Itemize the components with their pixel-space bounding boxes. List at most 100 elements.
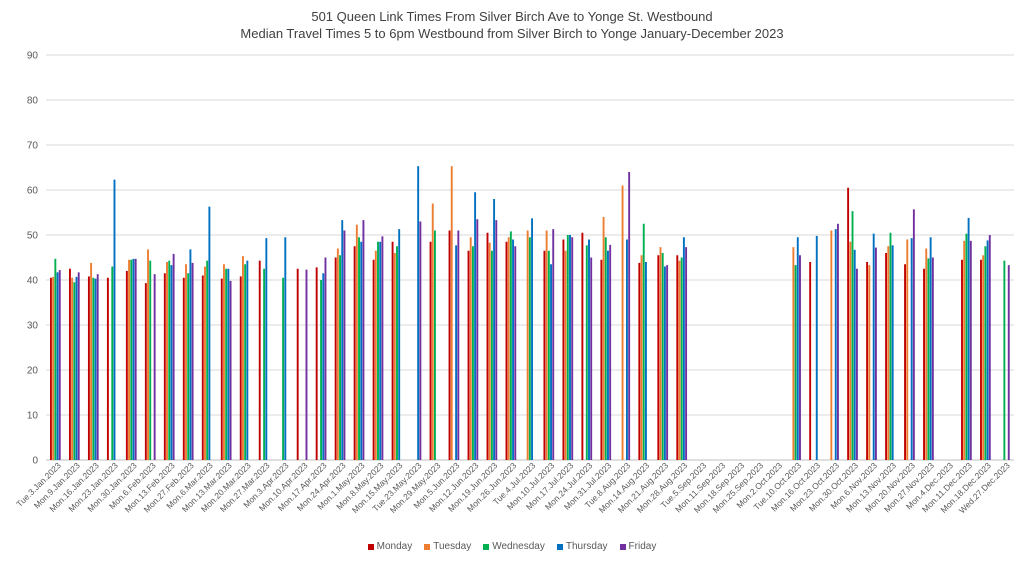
bar-tuesday <box>52 277 54 460</box>
bar-monday <box>506 242 508 460</box>
bar-thursday <box>835 229 837 460</box>
y-tick-label: 0 <box>32 456 38 467</box>
bar-tuesday <box>223 264 225 460</box>
bar-thursday <box>911 238 913 460</box>
bar-tuesday <box>432 204 434 461</box>
bar-tuesday <box>660 247 662 460</box>
legend-label: Wednesday <box>492 541 545 552</box>
bar-wednesday <box>396 246 398 460</box>
legend-swatch <box>368 544 374 550</box>
bar-tuesday <box>982 255 984 460</box>
legend-label: Friday <box>629 541 657 552</box>
bar-tuesday <box>792 247 794 460</box>
bar-friday <box>552 229 554 460</box>
legend-swatch <box>424 544 430 550</box>
bar-monday <box>581 233 583 460</box>
bar-wednesday <box>130 260 132 460</box>
bar-tuesday <box>204 267 206 461</box>
bar-thursday <box>57 272 59 460</box>
bar-thursday <box>664 267 666 461</box>
bar-tuesday <box>489 243 491 460</box>
bar-monday <box>335 258 337 461</box>
bar-tuesday <box>90 263 92 460</box>
bar-tuesday <box>451 166 453 460</box>
bar-monday <box>221 279 223 460</box>
bar-thursday <box>892 245 894 460</box>
bar-wednesday <box>149 261 151 460</box>
bar-thursday <box>987 240 989 460</box>
bar-tuesday <box>185 264 187 460</box>
bar-thursday <box>208 207 210 460</box>
legend: Monday Tuesday Wednesday Thursday Friday <box>0 541 1024 552</box>
bar-wednesday <box>890 233 892 460</box>
bar-wednesday <box>92 278 94 460</box>
bar-monday <box>980 260 982 460</box>
bar-friday <box>457 231 459 461</box>
bar-friday <box>837 224 839 460</box>
bar-monday <box>866 262 868 460</box>
bar-tuesday <box>830 231 832 461</box>
y-tick-label: 50 <box>27 231 39 242</box>
bar-friday <box>173 254 175 460</box>
bar-thursday <box>797 237 799 460</box>
legend-swatch <box>483 544 489 550</box>
bar-monday <box>202 276 204 461</box>
bar-thursday <box>645 262 647 460</box>
bar-wednesday <box>282 278 284 460</box>
bar-wednesday <box>586 245 588 460</box>
bar-friday <box>495 220 497 460</box>
bar-friday <box>78 272 80 460</box>
bar-friday <box>362 220 364 460</box>
bar-friday <box>514 246 516 460</box>
bar-monday <box>923 269 925 460</box>
bar-tuesday <box>470 237 472 460</box>
bar-monday <box>354 246 356 460</box>
bar-friday <box>1008 265 1010 460</box>
bar-thursday <box>114 180 116 460</box>
bar-monday <box>600 260 602 460</box>
bar-tuesday <box>508 237 510 460</box>
y-tick-label: 20 <box>27 366 39 377</box>
bar-friday <box>913 209 915 460</box>
bar-friday <box>306 270 308 460</box>
bar-monday <box>468 251 470 460</box>
legend-label: Thursday <box>566 541 608 552</box>
bar-thursday <box>95 279 97 460</box>
legend-label: Monday <box>377 541 413 552</box>
bar-wednesday <box>852 211 854 460</box>
bar-monday <box>449 231 451 461</box>
bar-wednesday <box>225 269 227 460</box>
bar-thursday <box>550 264 552 460</box>
bar-tuesday <box>868 265 870 460</box>
bar-tuesday <box>849 242 851 460</box>
bar-monday <box>847 188 849 460</box>
bar-friday <box>154 274 156 460</box>
bar-friday <box>419 222 421 461</box>
bar-monday <box>543 251 545 460</box>
bar-tuesday <box>887 246 889 460</box>
bar-wednesday <box>927 258 929 460</box>
y-tick-label: 10 <box>27 411 39 422</box>
bar-friday <box>59 270 61 460</box>
bar-monday <box>316 267 318 460</box>
bar-thursday <box>360 242 362 460</box>
bar-thursday <box>626 240 628 461</box>
bar-thursday <box>588 240 590 461</box>
bar-wednesday <box>111 267 113 461</box>
bar-wednesday <box>567 235 569 460</box>
bar-monday <box>297 269 299 460</box>
bar-friday <box>135 259 137 460</box>
bar-thursday <box>455 245 457 460</box>
bar-tuesday <box>527 231 529 461</box>
legend-item-tuesday: Tuesday <box>424 541 471 552</box>
legend-label: Tuesday <box>433 541 471 552</box>
bar-friday <box>799 255 801 460</box>
bar-wednesday <box>472 246 474 460</box>
bar-tuesday <box>147 249 149 460</box>
bar-wednesday <box>358 237 360 460</box>
y-tick-label: 60 <box>27 186 39 197</box>
bar-wednesday <box>206 261 208 460</box>
bar-tuesday <box>565 251 567 460</box>
y-tick-label: 30 <box>27 321 39 332</box>
bar-monday <box>88 276 90 460</box>
